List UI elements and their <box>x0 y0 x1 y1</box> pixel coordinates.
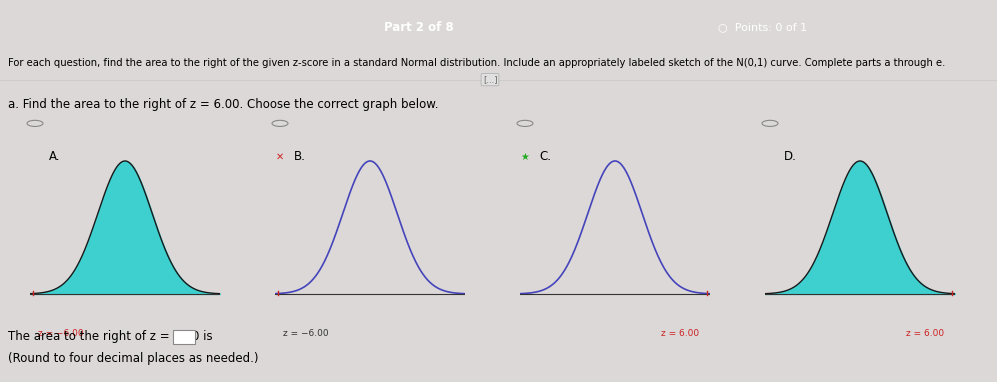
Text: Part 2 of 8: Part 2 of 8 <box>384 21 454 34</box>
Text: The area to the right of z = 6.00 is: The area to the right of z = 6.00 is <box>8 330 212 343</box>
Text: ✕: ✕ <box>276 152 284 162</box>
Text: z = −6.00: z = −6.00 <box>38 329 83 338</box>
Text: z = 6.00: z = 6.00 <box>661 329 699 338</box>
Text: A.: A. <box>49 151 61 163</box>
Text: B.: B. <box>294 151 306 163</box>
Text: z = 6.00: z = 6.00 <box>905 329 944 338</box>
FancyBboxPatch shape <box>173 330 195 344</box>
Text: ○  Points: 0 of 1: ○ Points: 0 of 1 <box>718 22 807 32</box>
Text: For each question, find the area to the right of the given z-score in a standard: For each question, find the area to the … <box>8 58 945 68</box>
Text: a. Find the area to the right of z = 6.00. Choose the correct graph below.: a. Find the area to the right of z = 6.0… <box>8 98 439 111</box>
Text: D.: D. <box>784 151 797 163</box>
Text: (Round to four decimal places as needed.): (Round to four decimal places as needed.… <box>8 352 258 365</box>
Text: z = −6.00: z = −6.00 <box>282 329 328 338</box>
Text: C.: C. <box>539 151 551 163</box>
Text: [...]: [...] <box>483 75 498 84</box>
Text: ★: ★ <box>520 152 529 162</box>
